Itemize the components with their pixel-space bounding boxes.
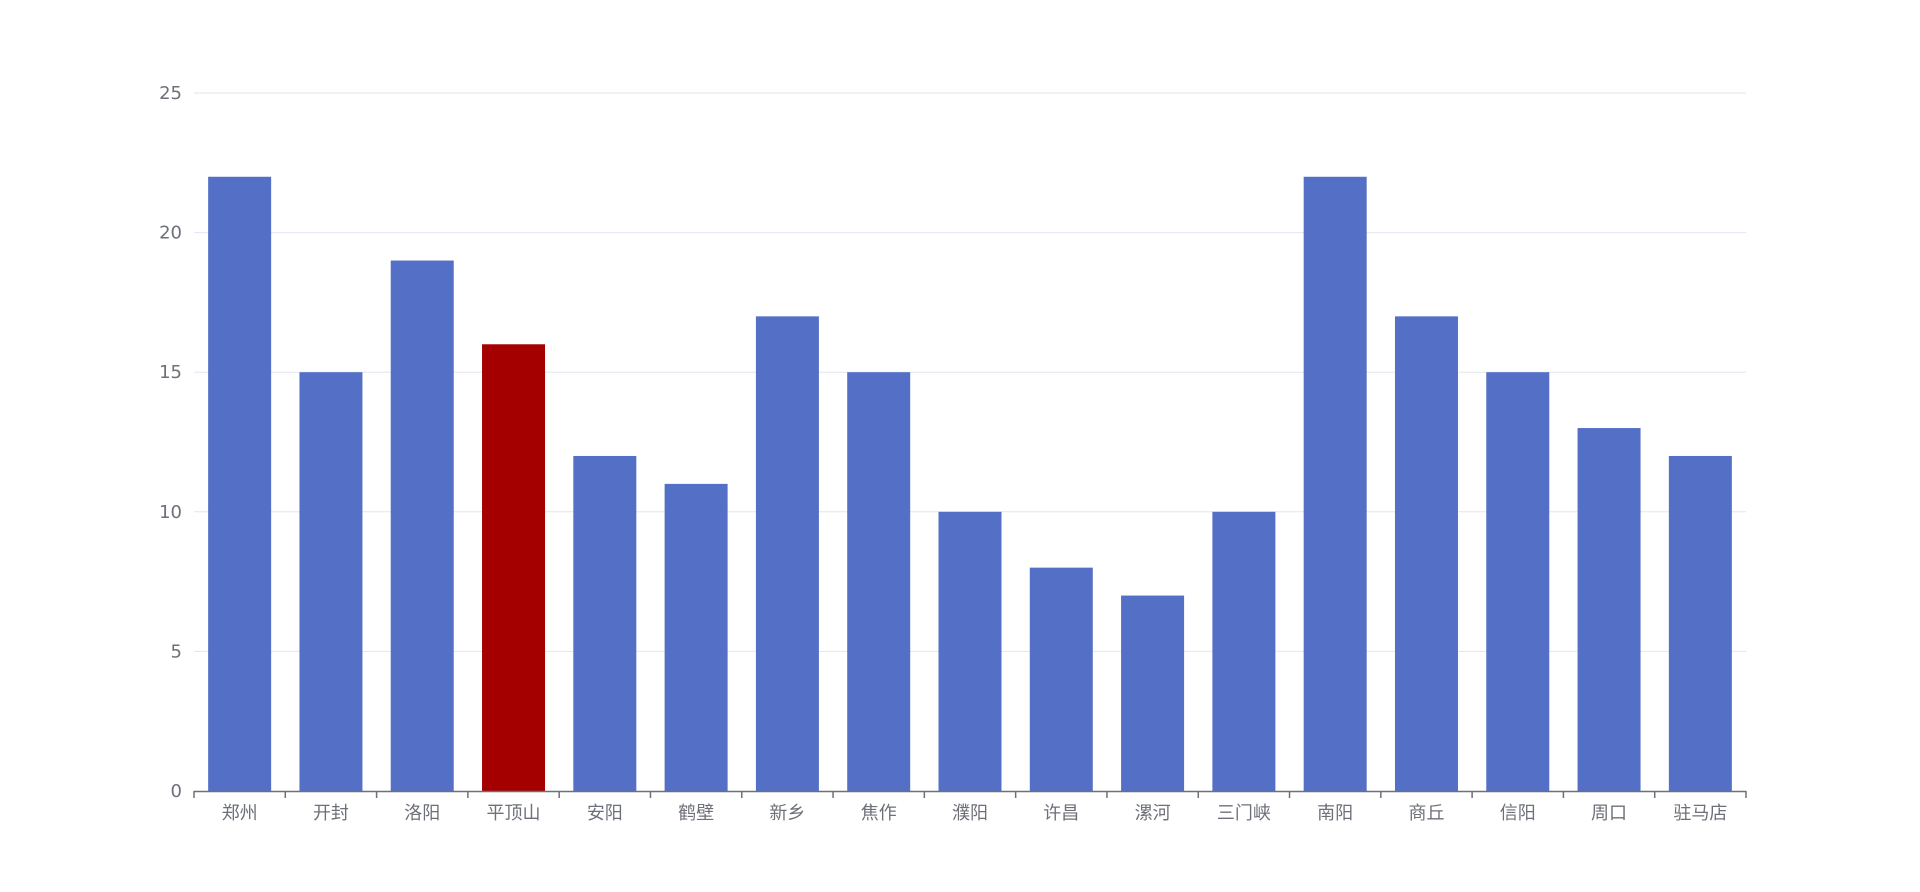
x-tick-label: 郑州	[222, 803, 258, 824]
x-tick-label: 洛阳	[404, 803, 440, 824]
x-tick-label: 安阳	[587, 803, 623, 824]
bar-16[interactable]	[1577, 428, 1641, 791]
x-tick-label: 鹤壁	[678, 803, 714, 824]
x-tick-label: 焦作	[861, 803, 897, 824]
axes	[193, 790, 1747, 798]
x-tick-label: 驻马店	[1673, 803, 1727, 824]
bar-14[interactable]	[1394, 316, 1458, 791]
bars	[208, 176, 1732, 791]
x-tick-label: 濮阳	[952, 803, 988, 824]
bar-13[interactable]	[1303, 176, 1367, 791]
y-tick-label: 15	[159, 362, 182, 383]
x-tick-label: 许昌	[1043, 803, 1079, 824]
x-tick-label: 商丘	[1408, 803, 1444, 824]
bar-8[interactable]	[847, 372, 911, 791]
bar-7[interactable]	[755, 316, 819, 791]
bar-1[interactable]	[208, 176, 272, 791]
y-tick-label: 25	[159, 83, 182, 104]
tick-labels: 0 5 10 15 20 25 郑州 开封 洛阳 平顶山 安阳 鹤壁 新乡 焦作 濮阳 许昌 漯河 三门峡 南阳 商丘…	[159, 83, 1727, 824]
bar-4[interactable]	[482, 344, 546, 791]
bar-17[interactable]	[1668, 455, 1732, 791]
x-tick-label: 信阳	[1500, 803, 1536, 824]
x-tick-label: 南阳	[1317, 803, 1353, 824]
bar-12[interactable]	[1212, 511, 1276, 791]
y-tick-label: 10	[159, 502, 182, 523]
bar-15[interactable]	[1486, 372, 1550, 791]
x-tick-label: 周口	[1591, 803, 1627, 824]
bar-11[interactable]	[1121, 595, 1185, 791]
bar-6[interactable]	[664, 483, 728, 791]
y-tick-label: 20	[159, 223, 182, 244]
bar-9[interactable]	[938, 511, 1002, 791]
bar-2[interactable]	[299, 372, 363, 791]
bar-3[interactable]	[390, 260, 454, 791]
x-tick-label: 三门峡	[1217, 803, 1271, 824]
x-tick-label: 新乡	[769, 803, 805, 824]
y-tick-label: 0	[171, 781, 182, 802]
bar-10[interactable]	[1029, 567, 1093, 791]
x-tick-label: 漯河	[1135, 803, 1171, 824]
y-tick-label: 5	[171, 641, 182, 662]
x-tick-label: 开封	[313, 803, 349, 824]
x-tick-label: 平顶山	[487, 803, 541, 824]
bar-5[interactable]	[573, 455, 637, 791]
